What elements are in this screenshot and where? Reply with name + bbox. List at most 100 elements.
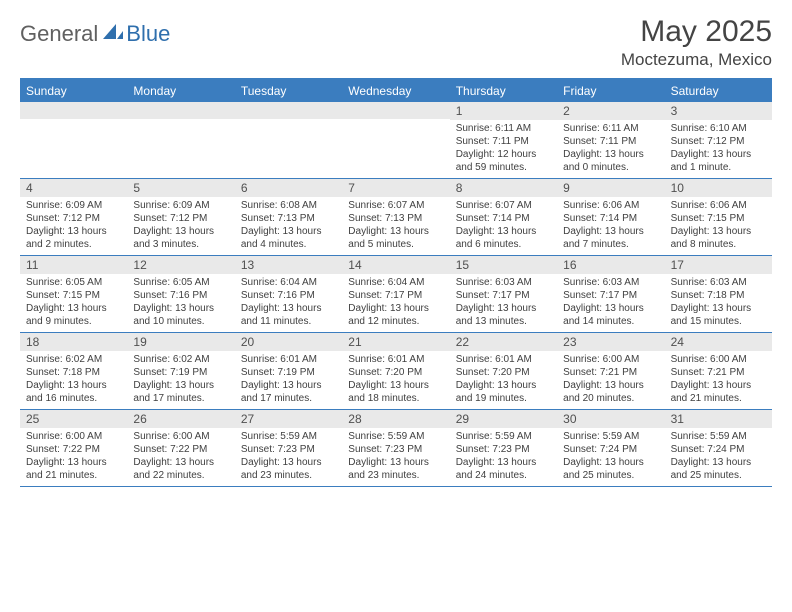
day-details: Sunrise: 6:09 AMSunset: 7:12 PMDaylight:… [127,197,234,255]
logo-sail-icon [102,22,124,40]
day-detail-line: and 12 minutes. [348,315,443,328]
day-number: 2 [557,102,664,120]
calendar-day-cell: 9Sunrise: 6:06 AMSunset: 7:14 PMDaylight… [557,179,664,255]
day-detail-line: Sunset: 7:19 PM [241,366,336,379]
calendar-day-cell: 30Sunrise: 5:59 AMSunset: 7:24 PMDayligh… [557,410,664,486]
day-detail-line: Daylight: 13 hours [133,302,228,315]
day-detail-line: Daylight: 12 hours [456,148,551,161]
day-detail-line: Sunrise: 6:02 AM [26,353,121,366]
calendar-day-cell: 21Sunrise: 6:01 AMSunset: 7:20 PMDayligh… [342,333,449,409]
day-detail-line: Sunset: 7:23 PM [241,443,336,456]
day-detail-line: and 16 minutes. [26,392,121,405]
day-details: Sunrise: 6:09 AMSunset: 7:12 PMDaylight:… [20,197,127,255]
day-detail-line: Daylight: 13 hours [26,225,121,238]
day-details: Sunrise: 6:01 AMSunset: 7:20 PMDaylight:… [450,351,557,409]
day-detail-line: Sunrise: 5:59 AM [563,430,658,443]
day-detail-line: Sunrise: 6:03 AM [671,276,766,289]
calendar-day-cell: 11Sunrise: 6:05 AMSunset: 7:15 PMDayligh… [20,256,127,332]
calendar-day-cell: 31Sunrise: 5:59 AMSunset: 7:24 PMDayligh… [665,410,772,486]
day-number: 27 [235,410,342,428]
day-detail-line: Sunset: 7:21 PM [671,366,766,379]
day-detail-line: and 5 minutes. [348,238,443,251]
day-detail-line: Sunset: 7:14 PM [563,212,658,225]
day-detail-line: Sunset: 7:13 PM [241,212,336,225]
calendar-day-cell: 14Sunrise: 6:04 AMSunset: 7:17 PMDayligh… [342,256,449,332]
day-detail-line: Sunrise: 6:02 AM [133,353,228,366]
day-number: 15 [450,256,557,274]
day-detail-line: Sunset: 7:24 PM [563,443,658,456]
day-detail-line: Daylight: 13 hours [671,225,766,238]
day-detail-line: and 1 minute. [671,161,766,174]
day-detail-line: Sunrise: 5:59 AM [348,430,443,443]
day-detail-line: Daylight: 13 hours [133,456,228,469]
logo-text-1: General [20,21,98,47]
day-detail-line: and 25 minutes. [563,469,658,482]
day-detail-line: Sunrise: 6:00 AM [133,430,228,443]
day-detail-line: Daylight: 13 hours [348,456,443,469]
calendar-day-cell [127,102,234,178]
day-details: Sunrise: 6:07 AMSunset: 7:13 PMDaylight:… [342,197,449,255]
day-details: Sunrise: 5:59 AMSunset: 7:24 PMDaylight:… [665,428,772,486]
calendar-day-cell [20,102,127,178]
day-detail-line: Sunrise: 6:01 AM [456,353,551,366]
day-details: Sunrise: 6:02 AMSunset: 7:18 PMDaylight:… [20,351,127,409]
day-details [342,119,449,175]
day-details: Sunrise: 6:10 AMSunset: 7:12 PMDaylight:… [665,120,772,178]
day-detail-line: and 8 minutes. [671,238,766,251]
day-detail-line: Sunrise: 6:07 AM [456,199,551,212]
day-details [127,119,234,175]
calendar-week: 4Sunrise: 6:09 AMSunset: 7:12 PMDaylight… [20,179,772,256]
day-detail-line: Daylight: 13 hours [26,456,121,469]
day-detail-line: Daylight: 13 hours [671,302,766,315]
day-number: 18 [20,333,127,351]
calendar-day-cell: 27Sunrise: 5:59 AMSunset: 7:23 PMDayligh… [235,410,342,486]
calendar-day-cell: 16Sunrise: 6:03 AMSunset: 7:17 PMDayligh… [557,256,664,332]
day-detail-line: Daylight: 13 hours [456,456,551,469]
day-details [235,119,342,175]
day-number [342,102,449,119]
day-detail-line: Daylight: 13 hours [241,379,336,392]
calendar-day-cell: 8Sunrise: 6:07 AMSunset: 7:14 PMDaylight… [450,179,557,255]
day-detail-line: Daylight: 13 hours [133,225,228,238]
day-details: Sunrise: 6:03 AMSunset: 7:17 PMDaylight:… [450,274,557,332]
day-detail-line: and 23 minutes. [348,469,443,482]
day-detail-line: and 13 minutes. [456,315,551,328]
day-detail-line: Sunrise: 6:05 AM [133,276,228,289]
day-detail-line: Sunrise: 6:00 AM [26,430,121,443]
title-block: May 2025 Moctezuma, Mexico [621,15,772,70]
day-details: Sunrise: 6:11 AMSunset: 7:11 PMDaylight:… [557,120,664,178]
day-number: 19 [127,333,234,351]
day-detail-line: and 21 minutes. [671,392,766,405]
calendar-day-cell: 24Sunrise: 6:00 AMSunset: 7:21 PMDayligh… [665,333,772,409]
day-detail-line: and 9 minutes. [26,315,121,328]
day-detail-line: Sunset: 7:11 PM [456,135,551,148]
calendar-day-cell: 17Sunrise: 6:03 AMSunset: 7:18 PMDayligh… [665,256,772,332]
day-details: Sunrise: 6:00 AMSunset: 7:21 PMDaylight:… [665,351,772,409]
day-detail-line: and 19 minutes. [456,392,551,405]
day-details: Sunrise: 6:05 AMSunset: 7:16 PMDaylight:… [127,274,234,332]
day-detail-line: and 17 minutes. [133,392,228,405]
day-number: 29 [450,410,557,428]
calendar-day-cell: 29Sunrise: 5:59 AMSunset: 7:23 PMDayligh… [450,410,557,486]
day-detail-line: Daylight: 13 hours [241,456,336,469]
calendar-body: 1Sunrise: 6:11 AMSunset: 7:11 PMDaylight… [20,102,772,487]
day-details: Sunrise: 6:00 AMSunset: 7:21 PMDaylight:… [557,351,664,409]
calendar-day-cell: 19Sunrise: 6:02 AMSunset: 7:19 PMDayligh… [127,333,234,409]
day-detail-line: and 6 minutes. [456,238,551,251]
day-number: 6 [235,179,342,197]
day-details: Sunrise: 6:08 AMSunset: 7:13 PMDaylight:… [235,197,342,255]
day-number: 1 [450,102,557,120]
calendar-day-cell: 1 Sunrise: 6:11 AMSunset: 7:11 PMDaylight… [450,102,557,178]
day-details: Sunrise: 5:59 AMSunset: 7:23 PMDaylight:… [235,428,342,486]
day-detail-line: Daylight: 13 hours [241,225,336,238]
day-details: Sunrise: 6:03 AMSunset: 7:17 PMDaylight:… [557,274,664,332]
day-detail-line: Sunrise: 5:59 AM [671,430,766,443]
day-detail-line: Sunset: 7:12 PM [26,212,121,225]
day-detail-line: and 18 minutes. [348,392,443,405]
day-detail-line: Sunrise: 6:11 AM [456,122,551,135]
calendar-day-cell [235,102,342,178]
day-detail-line: Sunset: 7:19 PM [133,366,228,379]
day-number: 16 [557,256,664,274]
day-number: 26 [127,410,234,428]
day-detail-line: Sunset: 7:24 PM [671,443,766,456]
